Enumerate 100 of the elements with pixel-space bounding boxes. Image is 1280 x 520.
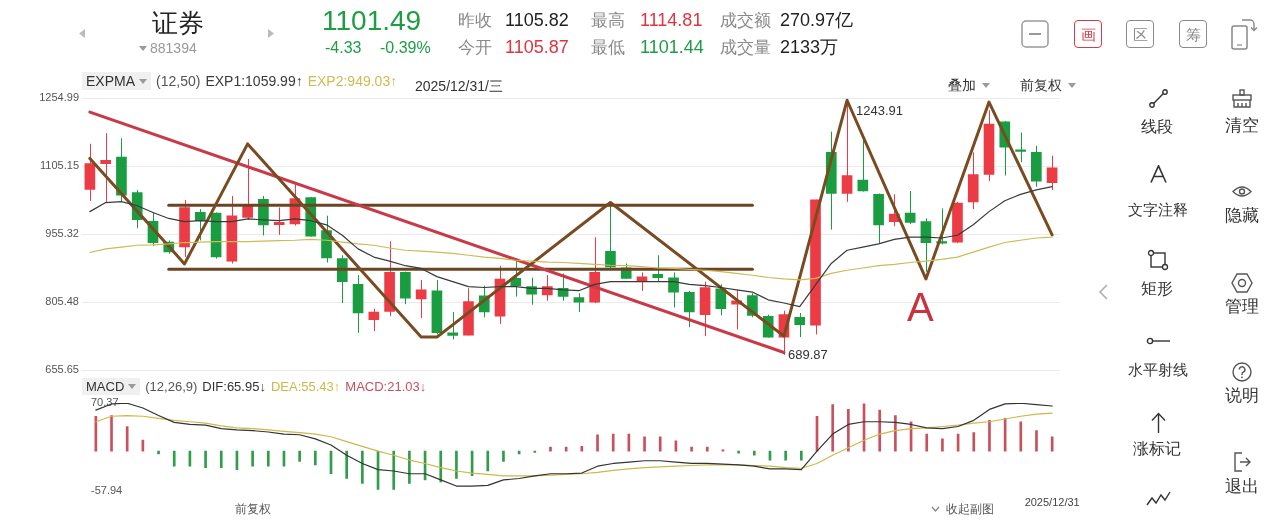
bar	[596, 434, 599, 452]
bar	[925, 433, 929, 452]
text: DIF:65.95↓	[202, 379, 266, 394]
candlestick	[904, 190, 916, 225]
bar	[455, 450, 458, 479]
bar	[502, 450, 505, 462]
text: MACD:21.03↓	[345, 379, 427, 394]
annotation: A	[907, 285, 934, 329]
bar	[643, 436, 646, 452]
y-tick-label: -57.94	[91, 483, 123, 496]
bar	[219, 450, 223, 468]
y-tick-label: 1254.99	[39, 91, 79, 104]
candlestick	[636, 271, 648, 292]
candlestick	[652, 254, 664, 283]
text: 最高	[591, 11, 625, 30]
candlestick	[447, 311, 459, 340]
text: 1114.81	[640, 10, 703, 30]
text: 筹	[1185, 25, 1201, 43]
bar	[392, 450, 396, 490]
bar	[313, 450, 317, 466]
bar	[847, 409, 850, 452]
annotation: 1243.91	[856, 103, 903, 118]
candlestick	[841, 102, 853, 203]
bar	[690, 446, 693, 452]
text: 矩形	[1141, 280, 1173, 297]
bar	[737, 450, 740, 454]
candlestick	[368, 308, 380, 332]
text: 退出	[1225, 476, 1259, 496]
candlestick	[100, 132, 111, 203]
bar	[157, 450, 160, 455]
chart-subtitle: (12,26,9)	[145, 379, 198, 394]
bar	[345, 450, 349, 479]
bar	[941, 438, 944, 452]
bar	[125, 426, 129, 452]
text: 管理	[1225, 296, 1259, 316]
text: 区	[1132, 25, 1148, 43]
bar	[486, 450, 490, 472]
text: 涨标记	[1133, 440, 1181, 457]
bar	[533, 450, 537, 453]
text: 2133万	[780, 37, 839, 57]
bar	[408, 450, 411, 484]
chart-title: EXPMA	[86, 73, 136, 89]
text: 1105.87	[505, 37, 569, 57]
chart-title: MACD	[86, 379, 125, 394]
text: 270.97亿	[780, 10, 854, 30]
text: 2025/12/31/三	[415, 78, 503, 94]
text: 成交额	[720, 11, 771, 30]
candlestick	[542, 274, 553, 302]
text: EXP1:1059.99↑	[205, 73, 303, 89]
candlestick	[668, 271, 679, 308]
text: 1105.82	[505, 10, 569, 30]
text: 线段	[1141, 118, 1173, 135]
bar	[549, 446, 552, 452]
text: 881394	[150, 40, 197, 56]
annotation: 689.87	[788, 347, 828, 362]
bar	[204, 450, 207, 468]
y-tick-label: 70.37	[91, 396, 119, 409]
y-tick-label: 955.32	[45, 227, 79, 240]
bar	[361, 450, 364, 484]
bar	[878, 409, 882, 452]
bar	[784, 450, 787, 461]
y-tick-label: 655.65	[45, 363, 79, 376]
bar	[1019, 421, 1023, 452]
text: 今开	[458, 38, 492, 57]
text: EXP2:949.03↑	[307, 73, 398, 89]
text: 清空	[1225, 115, 1259, 135]
y-tick-label: 805.48	[45, 295, 79, 308]
text: 隐藏	[1225, 205, 1259, 225]
text: DEA:55.43↑	[270, 379, 341, 394]
text: 文字注释	[1128, 200, 1188, 218]
text: 证券	[152, 8, 204, 38]
y-tick-label: 1105.15	[40, 159, 79, 172]
bar	[298, 450, 301, 462]
bar	[705, 446, 709, 452]
candlestick	[605, 204, 616, 271]
text: 最低	[591, 38, 625, 57]
text: 前复权	[1020, 77, 1062, 93]
text: 叠加	[948, 77, 976, 93]
bar	[988, 420, 991, 452]
x-tick-label: 2025/12/31	[1024, 496, 1080, 509]
bar	[658, 436, 662, 452]
text: -0.39%	[380, 39, 431, 56]
bar	[972, 432, 976, 452]
text: 成交量	[720, 38, 771, 57]
bar	[251, 450, 254, 467]
text: 画	[1080, 25, 1096, 43]
text: -4.33	[325, 39, 362, 56]
bar	[831, 404, 835, 452]
text: 说明	[1225, 385, 1259, 405]
candlestick	[1046, 155, 1058, 191]
text: 水平射线	[1128, 360, 1188, 378]
bar	[799, 450, 803, 461]
chart-subtitle: (12,50)	[156, 73, 201, 89]
bar	[611, 433, 615, 452]
candlestick	[857, 138, 869, 193]
candlestick	[273, 206, 285, 236]
text: 前复权	[235, 502, 271, 516]
bar	[172, 450, 176, 467]
candlestick	[794, 312, 806, 338]
bar	[894, 415, 897, 452]
